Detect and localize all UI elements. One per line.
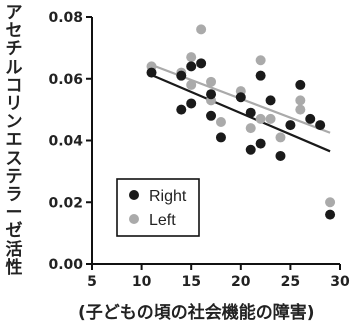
data-point-left — [215, 116, 226, 127]
data-point-right — [325, 209, 336, 220]
legend-marker-left — [129, 214, 139, 224]
data-point-right — [176, 70, 187, 81]
trend-line-right — [151, 74, 331, 153]
data-point-right — [255, 70, 266, 81]
legend-box — [116, 178, 200, 237]
y-axis: 0.00 0.02 0.04 0.06 0.08 — [48, 10, 93, 273]
data-point-right — [255, 138, 266, 149]
data-point-left — [245, 123, 256, 134]
data-point-left — [186, 52, 197, 63]
x-axis: 5 10 15 20 25 30 — [87, 263, 350, 290]
data-point-right — [295, 79, 306, 90]
data-point-right — [305, 113, 316, 124]
data-point-right — [285, 120, 296, 131]
x-tick-label: 25 — [281, 274, 300, 290]
y-axis-label-char-8: ス — [5, 148, 23, 169]
data-point-left — [255, 113, 266, 124]
legend: Right Left — [116, 178, 200, 237]
data-point-left — [206, 76, 217, 87]
x-tick-label: 30 — [330, 274, 350, 290]
y-tick-label: 0.06 — [48, 72, 83, 88]
x-tick-label: 5 — [87, 274, 97, 290]
data-point-right — [186, 61, 197, 72]
data-point-left — [325, 197, 336, 208]
data-point-right — [235, 92, 246, 103]
y-axis-label-char-1: セ — [5, 21, 23, 42]
data-point-right — [245, 144, 256, 155]
y-axis-label: アセチルコリンエステラーゼ活性 — [2, 4, 26, 277]
y-axis-label-char-7: エ — [5, 130, 23, 151]
y-axis-label-char-14: 性 — [5, 257, 23, 278]
data-point-left — [295, 104, 306, 115]
x-tick-label: 20 — [231, 274, 251, 290]
legend-label-right: Right — [149, 188, 187, 205]
y-tick-label: 0.02 — [48, 195, 83, 211]
y-axis-label-char-12: ゼ — [5, 221, 23, 242]
data-point-left — [275, 132, 286, 143]
y-tick-label: 0.04 — [48, 134, 83, 150]
y-axis-label-char-0: ア — [5, 3, 23, 23]
data-point-right — [265, 95, 276, 106]
data-point-right — [315, 120, 326, 131]
data-point-right — [146, 67, 157, 78]
data-point-right — [196, 58, 207, 69]
data-point-right — [186, 98, 197, 109]
data-points — [146, 24, 336, 220]
data-point-left — [265, 113, 276, 124]
data-point-left — [186, 79, 197, 90]
legend-label-left: Left — [149, 212, 176, 229]
x-tick-label: 10 — [132, 274, 152, 290]
y-axis-label-char-6: ン — [5, 112, 23, 133]
data-point-right — [215, 132, 226, 143]
y-tick-label: 0.00 — [48, 257, 83, 273]
x-axis-label: (子どもの頃の社会機能の障害) — [78, 303, 315, 323]
data-point-right — [245, 107, 256, 118]
data-point-left — [295, 95, 306, 106]
y-axis-label-char-9: テ — [5, 166, 23, 187]
y-axis-label-char-11: ー — [5, 203, 23, 224]
data-point-left — [196, 24, 207, 35]
data-point-right — [275, 150, 286, 161]
y-axis-label-char-2: チ — [5, 39, 23, 60]
y-axis-label-char-13: 活 — [5, 239, 23, 260]
y-axis-label-char-10: ラ — [5, 185, 23, 206]
y-tick-label: 0.08 — [48, 10, 83, 26]
data-point-right — [206, 110, 217, 121]
data-point-right — [176, 104, 187, 115]
x-tick-label: 15 — [181, 274, 200, 290]
y-axis-label-char-3: ル — [5, 57, 23, 78]
data-point-left — [255, 55, 266, 66]
legend-marker-right — [129, 190, 139, 200]
y-axis-label-char-4: コ — [5, 75, 23, 96]
y-axis-label-char-5: リ — [5, 94, 23, 115]
data-point-right — [206, 89, 217, 100]
